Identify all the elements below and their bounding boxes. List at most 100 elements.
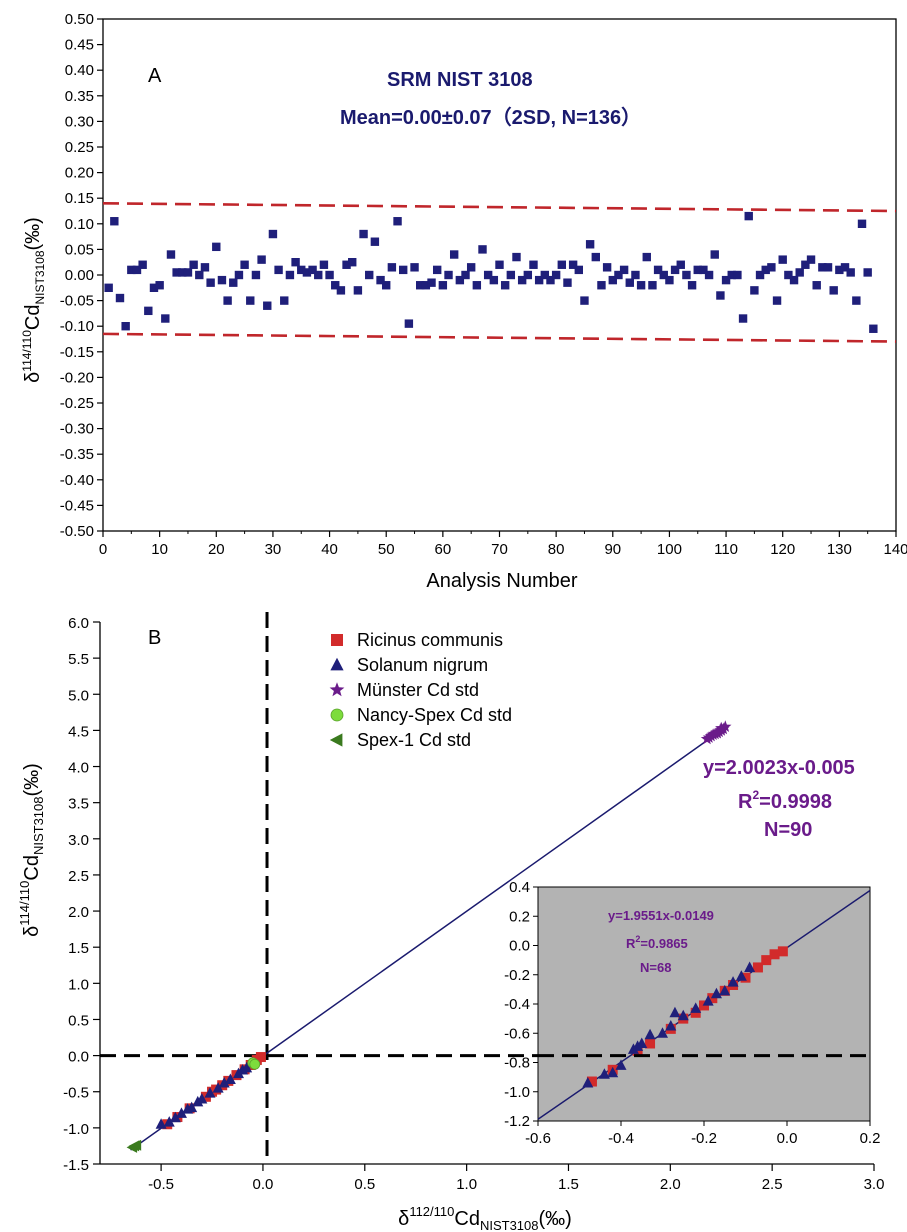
b-data-point bbox=[241, 1061, 253, 1073]
a-x-tick-label: 20 bbox=[208, 541, 225, 558]
legend-label: Spex-1 Cd std bbox=[357, 730, 471, 750]
a-data-point bbox=[580, 296, 589, 305]
panel-a-subtitle: Mean=0.00±0.07（2SD, N=136） bbox=[340, 106, 641, 129]
b-y-tick-label: -0.5 bbox=[63, 1085, 89, 1102]
legend-marker bbox=[331, 634, 343, 646]
inset-data-point bbox=[735, 970, 747, 981]
a-data-point bbox=[461, 270, 470, 280]
a-data-point bbox=[863, 268, 872, 277]
a-data-point bbox=[602, 263, 612, 272]
a-data-point bbox=[852, 296, 861, 305]
b-y-tick-label: 5.0 bbox=[68, 687, 89, 704]
a-data-point bbox=[574, 265, 583, 275]
b-data-point bbox=[155, 1118, 167, 1129]
a-data-point bbox=[466, 263, 476, 272]
a-y-tick-label: -0.35 bbox=[60, 446, 94, 463]
a-x-tick-label: 110 bbox=[714, 541, 738, 558]
a-data-point bbox=[591, 252, 600, 262]
inset-data-point bbox=[582, 1076, 594, 1088]
a-data-point bbox=[614, 270, 623, 280]
b-xlabel-unit: (‰) bbox=[539, 1208, 572, 1230]
inset-data-point bbox=[607, 1066, 619, 1078]
inset-r2-rest: =0.9865 bbox=[640, 936, 687, 951]
a-data-point bbox=[823, 263, 833, 272]
inset-points bbox=[582, 946, 788, 1088]
a-data-point bbox=[682, 270, 691, 280]
inset-data-point bbox=[761, 955, 772, 966]
b-y-tick-label: 0.0 bbox=[68, 1049, 89, 1066]
legend-marker bbox=[330, 657, 344, 671]
inset-data-point bbox=[702, 995, 714, 1006]
a-ylabel-sub: NIST3108 bbox=[33, 250, 47, 304]
a-data-point bbox=[132, 265, 142, 275]
legend-label: Münster Cd std bbox=[357, 680, 479, 700]
a-data-point bbox=[608, 275, 617, 285]
a-data-point bbox=[619, 265, 629, 275]
b-data-point bbox=[715, 721, 728, 734]
inset-r2-sup: 2 bbox=[635, 934, 640, 944]
a-y-tick-label: -0.10 bbox=[60, 318, 94, 335]
b-data-point bbox=[249, 1058, 261, 1070]
a-data-point bbox=[625, 278, 634, 287]
inset-x-tick-label: -0.4 bbox=[608, 1130, 634, 1147]
b-data-point bbox=[218, 1077, 230, 1088]
b-data-point bbox=[702, 731, 716, 743]
a-x-tick-label: 0 bbox=[99, 541, 107, 558]
a-data-point bbox=[183, 268, 193, 277]
a-data-point bbox=[829, 286, 838, 295]
inset-x-tick-label: -0.2 bbox=[691, 1130, 717, 1147]
a-data-point bbox=[268, 229, 278, 239]
a-data-point bbox=[365, 270, 374, 280]
inset-equation: y=1.9551x-0.0149 bbox=[608, 908, 714, 923]
inset-data-point bbox=[615, 1059, 627, 1070]
a-y-tick-label: 0.50 bbox=[65, 11, 94, 28]
a-data-point bbox=[416, 281, 425, 290]
panel-a-y-axis-label: δ114/110CdNIST3108(‰) bbox=[20, 217, 47, 383]
legend-marker bbox=[329, 733, 343, 747]
a-y-tick-label: 0.00 bbox=[65, 267, 94, 284]
a-y-tick-label: -0.40 bbox=[60, 472, 94, 489]
a-data-point bbox=[149, 283, 159, 292]
a-data-point bbox=[359, 229, 368, 239]
panel-b-r2-r: R bbox=[738, 791, 753, 813]
inset-data-point bbox=[669, 1006, 681, 1018]
b-y-tick-label: 5.5 bbox=[68, 651, 89, 668]
inset-data-point bbox=[586, 1076, 597, 1087]
b-xlabel-sup: 112/110 bbox=[409, 1204, 454, 1219]
a-data-point bbox=[551, 270, 561, 280]
a-limit-line bbox=[102, 332, 897, 343]
inset-data-point bbox=[644, 1028, 656, 1040]
legend-label: Nancy-Spex Cd std bbox=[357, 705, 512, 725]
a-data-point bbox=[263, 301, 272, 310]
a-data-point bbox=[789, 275, 799, 285]
inset-data-point bbox=[645, 1038, 656, 1049]
a-data-point bbox=[546, 275, 555, 285]
inset-y-tick-label: 0.4 bbox=[509, 879, 530, 896]
a-data-point bbox=[767, 263, 776, 272]
a-data-point bbox=[784, 270, 793, 280]
a-data-point bbox=[755, 270, 765, 280]
a-data-point bbox=[336, 286, 346, 295]
a-data-point bbox=[274, 265, 283, 275]
panel-b-label: B bbox=[148, 627, 161, 649]
a-data-point bbox=[597, 281, 606, 290]
a-data-point bbox=[308, 265, 317, 275]
b-data-point bbox=[204, 1087, 216, 1098]
a-data-point bbox=[217, 275, 227, 285]
b-x-tick-label: -0.5 bbox=[148, 1176, 174, 1193]
a-data-point bbox=[648, 281, 657, 290]
b-data-point bbox=[711, 726, 724, 739]
a-data-point bbox=[806, 255, 816, 264]
b-xlabel-main: Cd bbox=[454, 1208, 480, 1230]
a-x-tick-label: 10 bbox=[151, 541, 168, 558]
a-data-point bbox=[869, 324, 878, 333]
legend-marker bbox=[329, 682, 345, 697]
a-data-point bbox=[314, 270, 323, 280]
a-y-tick-label: -0.15 bbox=[60, 344, 94, 361]
a-data-point bbox=[523, 270, 533, 280]
a-data-point bbox=[857, 219, 867, 228]
a-data-point bbox=[421, 281, 431, 290]
b-y-tick-label: 3.0 bbox=[68, 832, 89, 849]
panel-a: 0 10 20 30 40 50 60 70 80 90 100 110 120 130 140 -0.50… bbox=[20, 11, 907, 592]
a-data-point bbox=[517, 275, 527, 285]
